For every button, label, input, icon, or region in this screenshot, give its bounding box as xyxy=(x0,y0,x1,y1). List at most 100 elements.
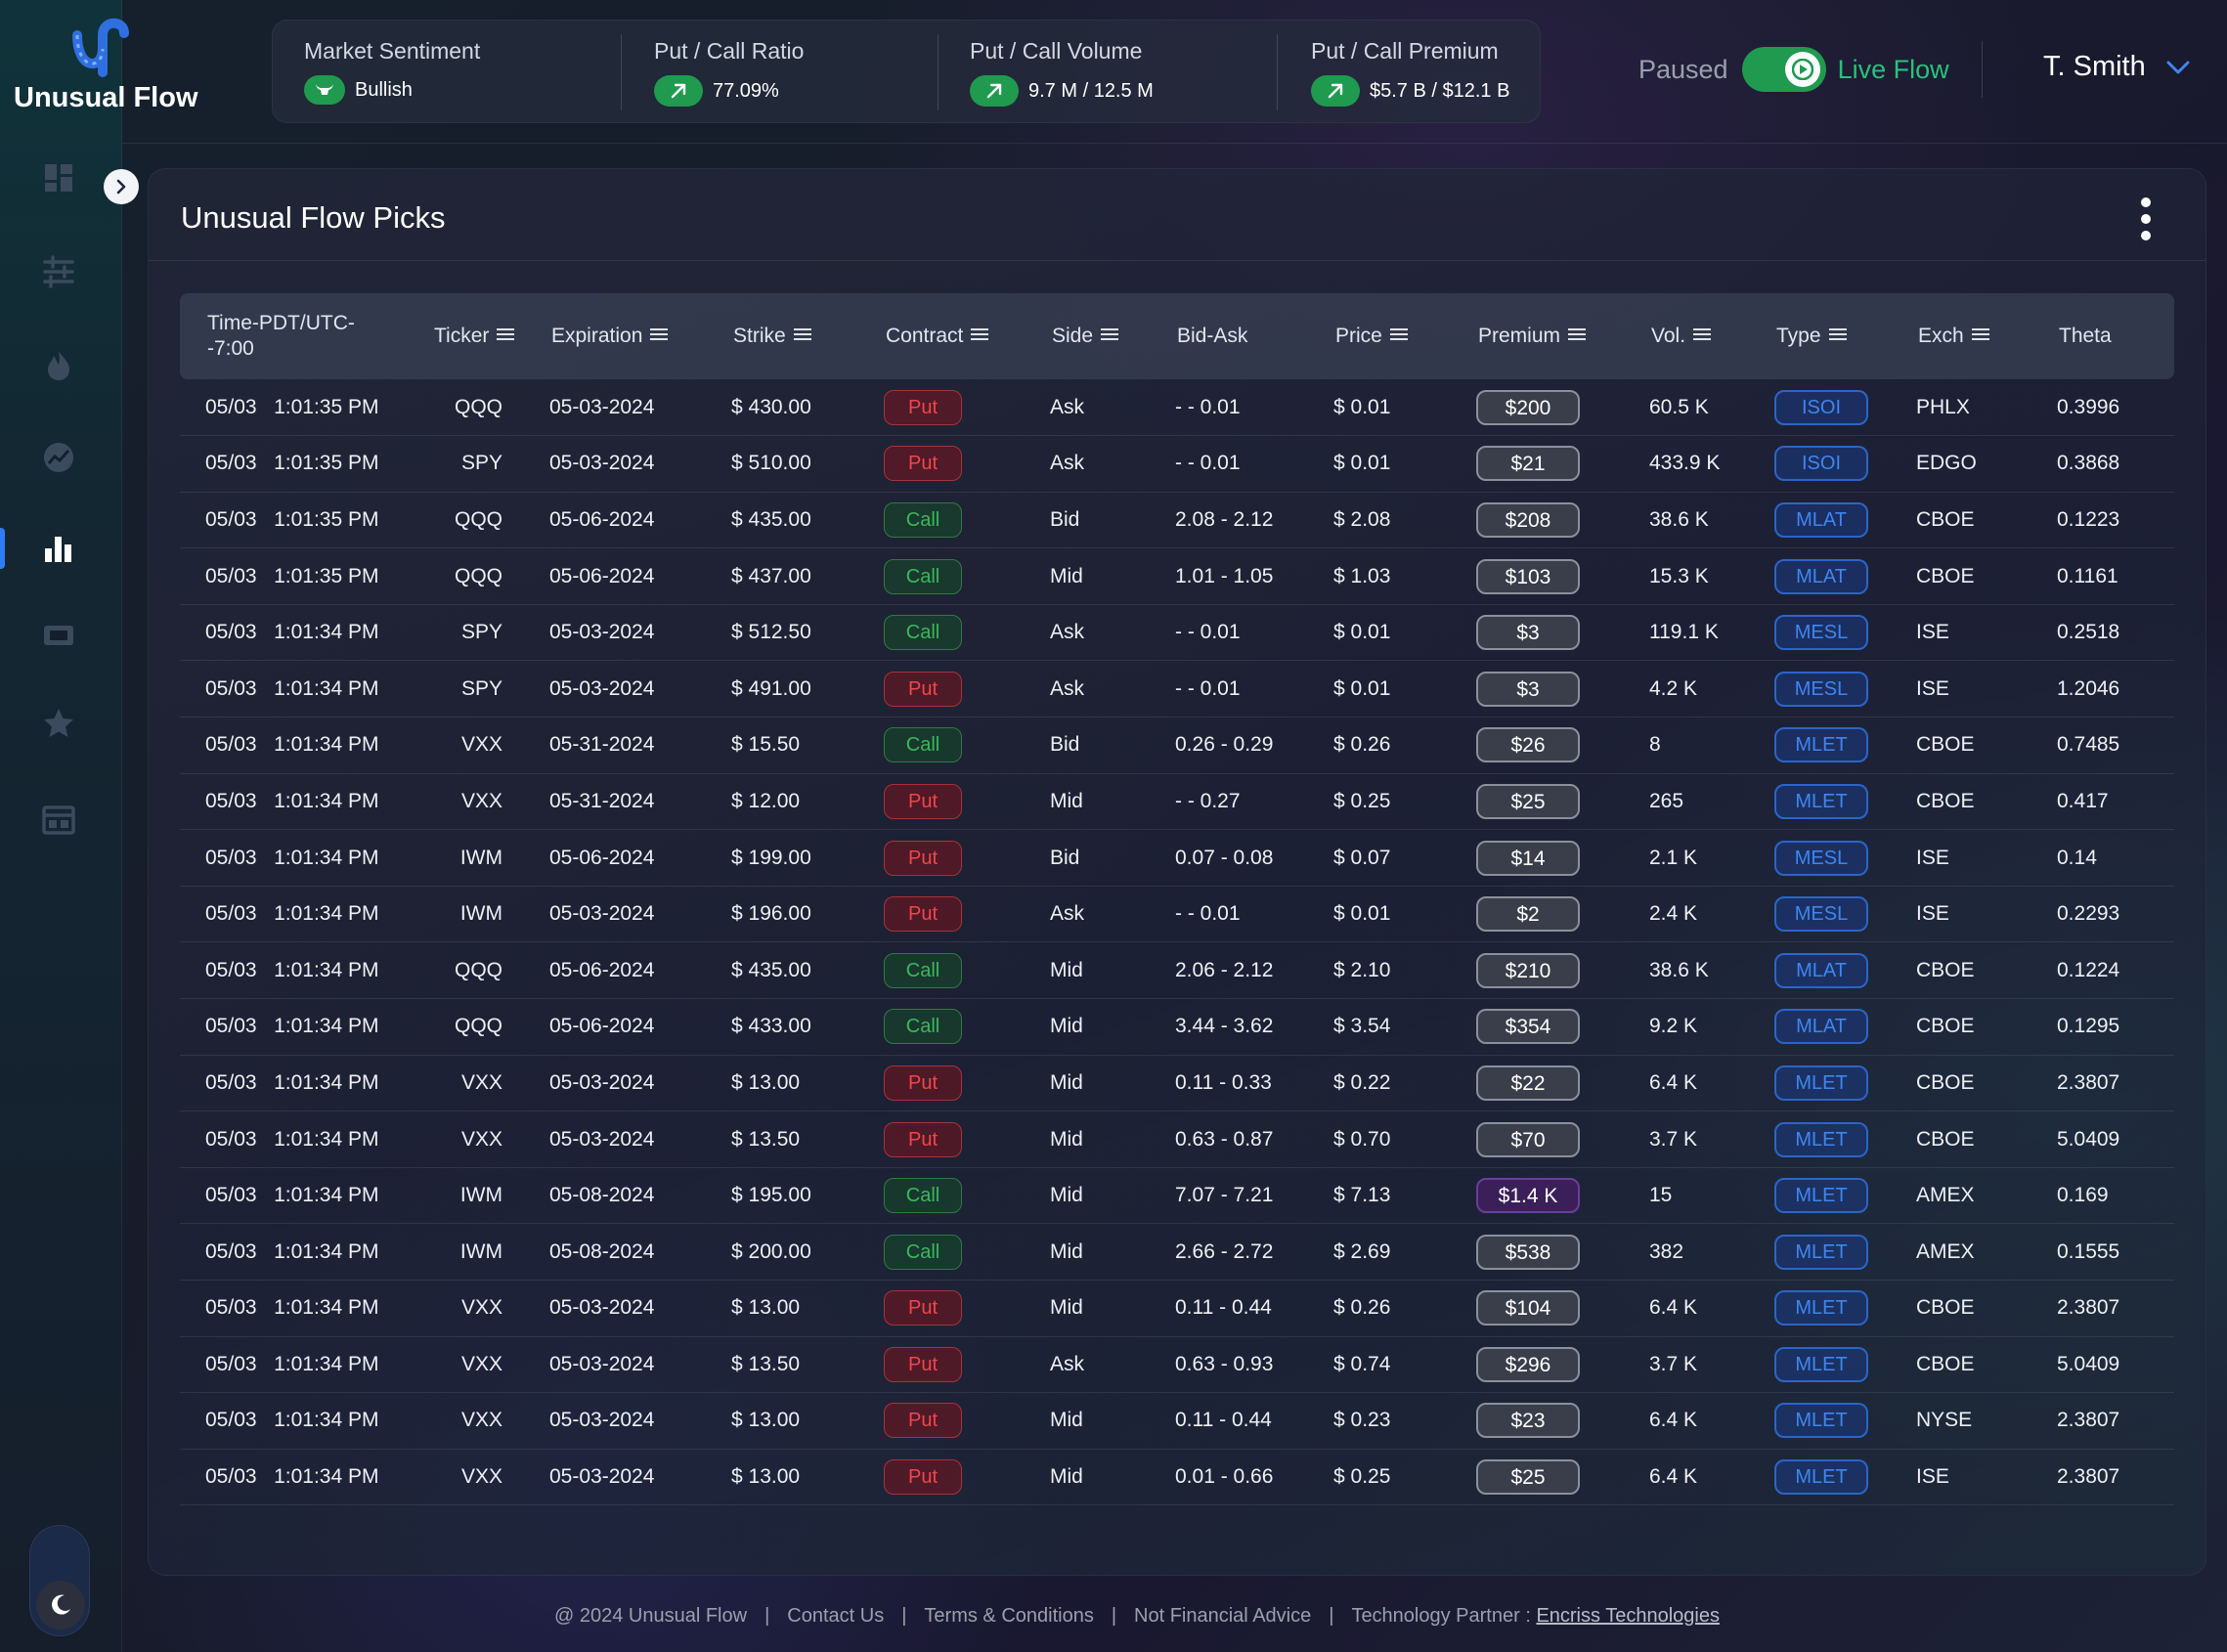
cell-clock: 1:01:34 PM xyxy=(274,1352,379,1375)
table-row[interactable]: 05/03 1:01:35 PM QQQ 05-06-2024 $ 435.00 Cal… xyxy=(180,492,2174,549)
column-menu-icon[interactable] xyxy=(793,327,811,341)
table-row[interactable]: 05/03 1:01:35 PM QQQ 05-03-2024 $ 430.00 Put… xyxy=(180,379,2174,437)
table-row[interactable]: 05/03 1:01:34 PM VXX 05-03-2024 $ 13.00 Put M… xyxy=(180,1449,2174,1506)
sidebar-item-calendar[interactable] xyxy=(41,802,76,837)
live-flow-toggle[interactable] xyxy=(1741,47,1826,92)
cell-ticker[interactable]: VXX xyxy=(407,1280,524,1337)
cell-ticker[interactable]: QQQ xyxy=(407,379,524,437)
cell-ticker[interactable]: VXX xyxy=(407,717,524,774)
column-menu-icon[interactable] xyxy=(1828,327,1847,341)
table-row[interactable]: 05/03 1:01:34 PM VXX 05-31-2024 $ 15.50 Call… xyxy=(180,717,2174,774)
user-menu[interactable]: T. Smith xyxy=(2043,51,2191,83)
table-row[interactable]: 05/03 1:01:34 PM VXX 05-03-2024 $ 13.50 Put A… xyxy=(180,1336,2174,1394)
table-row[interactable]: 05/03 1:01:34 PM QQQ 05-06-2024 $ 433.00 Cal… xyxy=(180,998,2174,1056)
column-menu-icon[interactable] xyxy=(650,327,669,341)
cell-ticker[interactable]: IWM xyxy=(407,1167,524,1225)
market-stats-panel: Market Sentiment Bullish Put / Call Rati… xyxy=(272,20,1541,123)
card-divider xyxy=(149,260,2205,261)
table-row[interactable]: 05/03 1:01:34 PM VXX 05-03-2024 $ 13.50 Put M… xyxy=(180,1110,2174,1168)
column-header-contract[interactable]: Contract xyxy=(858,293,1025,379)
sidebar-item-filters[interactable] xyxy=(41,254,76,289)
column-header-volume[interactable]: Vol. xyxy=(1624,293,1749,379)
sidebar-item-hot[interactable] xyxy=(41,348,76,383)
column-menu-icon[interactable] xyxy=(497,327,515,341)
table-row[interactable]: 05/03 1:01:35 PM QQQ 05-06-2024 $ 437.00 Cal… xyxy=(180,547,2174,605)
cell-ticker[interactable]: QQQ xyxy=(407,941,524,1000)
cell-date: 05/03 xyxy=(205,1296,257,1320)
table-row[interactable]: 05/03 1:01:34 PM IWM 05-03-2024 $ 196.00 Put… xyxy=(180,886,2174,943)
footer-link-terms[interactable]: Terms & Conditions xyxy=(924,1605,1094,1627)
live-flow-toggle-group: Paused Live Flow xyxy=(1638,45,1949,94)
cell-ticker[interactable]: VXX xyxy=(407,1336,524,1394)
stat-label: Put / Call Premium xyxy=(1311,38,1499,64)
table-row[interactable]: 05/03 1:01:34 PM VXX 05-03-2024 $ 13.00 Put M… xyxy=(180,1055,2174,1112)
column-header-time[interactable]: Time-PDT/UTC--7:00 xyxy=(207,312,355,360)
column-header-premium[interactable]: Premium xyxy=(1451,293,1624,379)
column-menu-icon[interactable] xyxy=(1971,327,1989,341)
column-header-exchange[interactable]: Exch xyxy=(1891,293,2031,379)
cell-date: 05/03 xyxy=(205,452,257,475)
sidebar-item-tickets[interactable] xyxy=(41,618,76,653)
table-row[interactable]: 05/03 1:01:34 PM SPY 05-03-2024 $ 491.00 Put… xyxy=(180,660,2174,718)
column-header-theta[interactable]: Theta xyxy=(2059,325,2112,347)
cell-contract: Put xyxy=(858,1110,1025,1168)
cell-ticker[interactable]: VXX xyxy=(407,1449,524,1506)
footer-link-disclaimer[interactable]: Not Financial Advice xyxy=(1134,1605,1312,1627)
sidebar-item-flow[interactable] xyxy=(41,531,76,566)
sidebar-item-favorites[interactable] xyxy=(41,706,76,741)
table-row[interactable]: 05/03 1:01:34 PM VXX 05-31-2024 $ 12.00 Put M… xyxy=(180,773,2174,831)
table-row[interactable]: 05/03 1:01:35 PM SPY 05-03-2024 $ 510.00 Put… xyxy=(180,435,2174,493)
column-menu-icon[interactable] xyxy=(1693,327,1712,341)
cell-bid-ask: 0.01 - 0.66 xyxy=(1150,1449,1308,1506)
sidebar-collapse-button[interactable] xyxy=(104,169,139,204)
cell-ticker[interactable]: SPY xyxy=(407,435,524,493)
column-header-price[interactable]: Price xyxy=(1308,293,1451,379)
cell-strike: $ 491.00 xyxy=(706,660,858,718)
cell-ticker[interactable]: VXX xyxy=(407,1392,524,1450)
cell-price: $ 0.25 xyxy=(1308,773,1451,831)
column-menu-icon[interactable] xyxy=(1568,327,1587,341)
cell-ticker[interactable]: VXX xyxy=(407,1055,524,1112)
column-menu-icon[interactable] xyxy=(1101,327,1119,341)
cell-ticker[interactable]: QQQ xyxy=(407,547,524,605)
theme-toggle[interactable] xyxy=(29,1525,90,1636)
column-header-ticker[interactable]: Ticker xyxy=(407,293,524,379)
cell-ticker[interactable]: SPY xyxy=(407,660,524,718)
table-row[interactable]: 05/03 1:01:34 PM VXX 05-03-2024 $ 13.00 Put M… xyxy=(180,1280,2174,1337)
stat-label: Put / Call Ratio xyxy=(654,38,805,64)
cell-ticker[interactable]: IWM xyxy=(407,829,524,887)
premium-badge: $200 xyxy=(1476,389,1580,425)
table-row[interactable]: 05/03 1:01:34 PM IWM 05-08-2024 $ 195.00 Cal… xyxy=(180,1167,2174,1225)
table-row[interactable]: 05/03 1:01:34 PM IWM 05-08-2024 $ 200.00 Cal… xyxy=(180,1223,2174,1281)
cell-ticker[interactable]: VXX xyxy=(407,773,524,831)
sidebar-item-market[interactable] xyxy=(41,440,76,475)
cell-ticker[interactable]: VXX xyxy=(407,1110,524,1168)
column-menu-icon[interactable] xyxy=(1389,327,1408,341)
cell-ticker[interactable]: SPY xyxy=(407,604,524,662)
cell-ticker[interactable]: QQQ xyxy=(407,998,524,1056)
more-vertical-icon[interactable] xyxy=(2139,196,2153,241)
table-row[interactable]: 05/03 1:01:34 PM SPY 05-03-2024 $ 512.50 Cal… xyxy=(180,604,2174,662)
column-header-label: Expiration xyxy=(551,325,643,347)
table-row[interactable]: 05/03 1:01:34 PM VXX 05-03-2024 $ 13.00 Put M… xyxy=(180,1392,2174,1450)
cell-type: MESL xyxy=(1749,886,1891,943)
cell-ticker[interactable]: IWM xyxy=(407,1223,524,1281)
cell-ticker[interactable]: QQQ xyxy=(407,492,524,549)
column-header-expiration[interactable]: Expiration xyxy=(524,293,706,379)
cell-date: 05/03 xyxy=(205,1070,257,1094)
brand-logo[interactable]: Unusual Flow xyxy=(0,14,220,113)
footer-link-contact[interactable]: Contact Us xyxy=(787,1605,885,1627)
column-header-side[interactable]: Side xyxy=(1025,293,1150,379)
table-row[interactable]: 05/03 1:01:34 PM QQQ 05-06-2024 $ 435.00 Cal… xyxy=(180,941,2174,1000)
cell-clock: 1:01:34 PM xyxy=(274,789,379,812)
cell-contract: Put xyxy=(858,435,1025,493)
sidebar-item-dashboard[interactable] xyxy=(41,160,76,196)
column-menu-icon[interactable] xyxy=(971,327,989,341)
table-row[interactable]: 05/03 1:01:34 PM IWM 05-06-2024 $ 199.00 Put… xyxy=(180,829,2174,887)
footer-partner-link[interactable]: Encriss Technologies xyxy=(1536,1605,1720,1627)
column-header-bid-ask[interactable]: Bid-Ask xyxy=(1177,325,1248,347)
column-header-type[interactable]: Type xyxy=(1749,293,1891,379)
cell-ticker[interactable]: IWM xyxy=(407,886,524,943)
column-header-strike[interactable]: Strike xyxy=(706,293,858,379)
cell-theta: 2.3807 xyxy=(2031,1449,2174,1506)
